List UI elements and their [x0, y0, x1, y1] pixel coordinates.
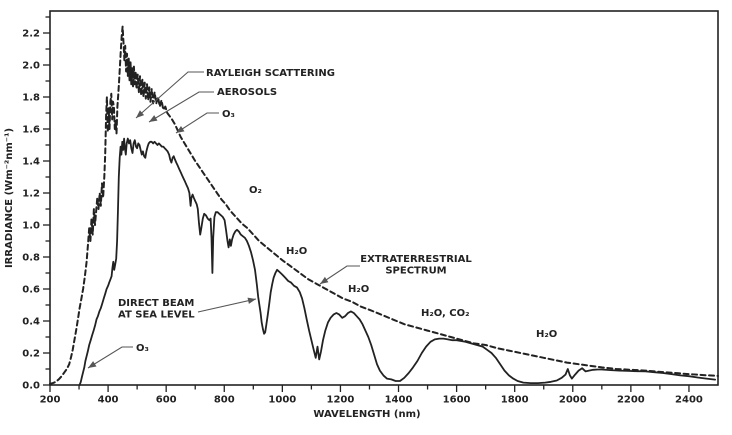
y-axis-tick-label: 1.2: [22, 189, 40, 200]
annotation-text: H₂O: [286, 246, 307, 257]
annotation-water-co2: H₂O, CO₂: [421, 308, 470, 319]
x-axis-tick-label: 1400: [385, 395, 413, 406]
annotation-text: AEROSOLS: [217, 87, 277, 98]
annotation-ozone-upper: O₃: [175, 109, 235, 134]
x-axis-tick-label: 2200: [617, 395, 645, 406]
annotation-text: SPECTRUM: [385, 266, 446, 277]
annotation-text: AT SEA LEVEL: [118, 310, 195, 321]
annotation-water-1900: H₂O: [536, 329, 557, 340]
annotation-text: DIRECT BEAM: [118, 298, 194, 309]
annotation-text: O₃: [136, 343, 149, 354]
annotation-leader-line: [87, 346, 133, 369]
x-axis-tick-label: 1000: [268, 395, 296, 406]
annotation-oxygen: O₂: [249, 185, 262, 196]
extraterrestrial-spectrum-curve: [49, 25, 719, 385]
annotation-arrowhead: [136, 110, 145, 118]
annotation-aerosols: AEROSOLS: [148, 87, 277, 123]
x-axis-title: WAVELENGTH (nm): [313, 409, 420, 420]
plot-frame: [49, 10, 719, 386]
y-axis-tick-label: 0.6: [22, 285, 40, 296]
y-axis-title: IRRADIANCE (Wm⁻²nm⁻¹): [4, 128, 15, 268]
direct-beam-curve: [78, 137, 716, 386]
x-axis-tick-label: 600: [156, 395, 177, 406]
annotation-text: O₂: [249, 185, 262, 196]
annotation-text: EXTRATERRESTRIAL: [360, 254, 472, 265]
y-axis-tick-label: 1.0: [22, 221, 40, 232]
y-axis-tick-label: 0.0: [22, 381, 40, 392]
annotation-leader-line: [197, 298, 257, 313]
annotation-text: H₂O: [348, 284, 369, 295]
x-axis-tick-label: 1200: [327, 395, 355, 406]
annotation-leader-line: [135, 71, 204, 119]
y-axis-tick-label: 0.8: [22, 253, 40, 264]
annotation-rayleigh-scattering: RAYLEIGH SCATTERING: [135, 68, 335, 119]
annotation-text: H₂O, CO₂: [421, 308, 470, 319]
annotation-leader-line: [319, 265, 360, 285]
annotation-ozone-lower: O₃: [87, 343, 149, 369]
x-axis-tick-label: 200: [40, 395, 61, 406]
annotation-arrowhead: [247, 297, 256, 304]
annotation-water-940: H₂O: [286, 246, 307, 257]
annotation-text: RAYLEIGH SCATTERING: [206, 68, 335, 79]
x-axis-tick-label: 2400: [675, 395, 703, 406]
annotation-water-1130: H₂O: [348, 284, 369, 295]
annotation-arrowhead: [176, 126, 185, 133]
y-axis-tick-label: 2.2: [22, 29, 40, 40]
x-axis-tick-label: 800: [214, 395, 235, 406]
y-axis-tick-label: 0.2: [22, 349, 40, 360]
x-axis-tick-label: 1600: [443, 395, 471, 406]
x-axis-tick-label: 400: [98, 395, 119, 406]
y-axis: 0.0 0.2 0.4 0.6 0.8 1.0 1.2 1.4 1.6 1.8 2.0 2.2: [22, 16, 50, 392]
y-axis-tick-label: 0.4: [22, 317, 40, 328]
annotation-leader-line: [148, 91, 214, 123]
annotation-arrowhead: [88, 361, 97, 368]
y-axis-tick-label: 1.8: [22, 93, 40, 104]
x-axis: 200 400 600 800 1000 1200 1400 1600 1800 2000 2200…: [40, 385, 703, 406]
annotation-arrowhead: [320, 276, 329, 284]
annotation-leader-line: [175, 112, 219, 134]
y-axis-tick-label: 2.0: [22, 61, 40, 72]
x-axis-tick-label: 1800: [501, 395, 529, 406]
annotation-text: H₂O: [536, 329, 557, 340]
annotation-text: O₃: [222, 109, 235, 120]
annotation-arrowhead: [149, 115, 158, 122]
y-axis-tick-label: 1.6: [22, 125, 40, 136]
x-axis-tick-label: 2000: [559, 395, 587, 406]
y-axis-tick-label: 1.4: [22, 157, 40, 168]
